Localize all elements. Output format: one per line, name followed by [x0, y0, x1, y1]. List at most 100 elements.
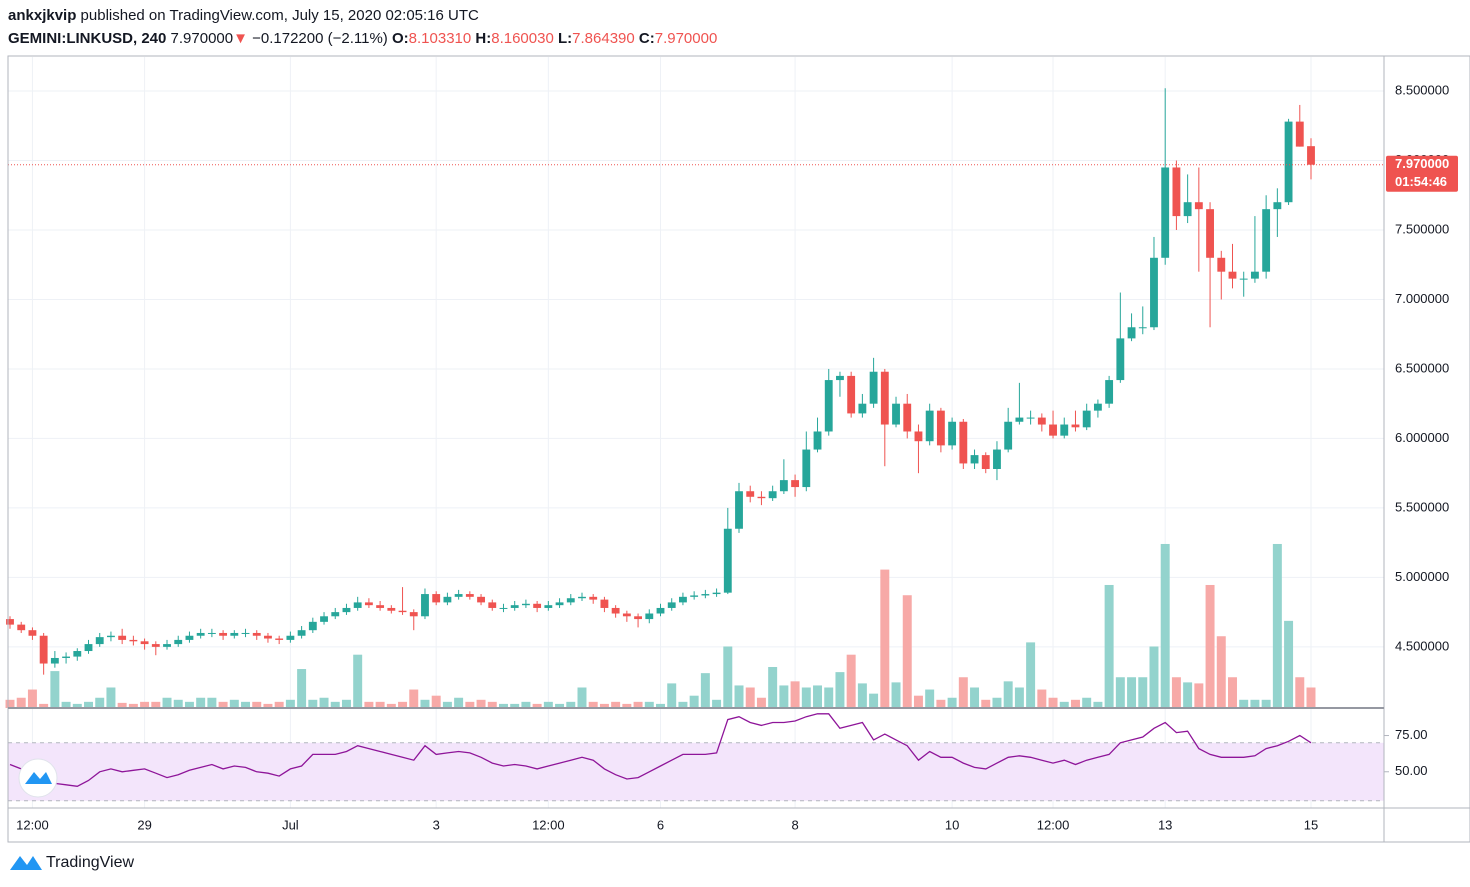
volume-bar: [644, 701, 654, 708]
h: 8.160030: [491, 30, 554, 47]
volume-bar: [207, 697, 217, 708]
volume-bar: [1261, 699, 1271, 708]
candle-body: [959, 421, 968, 464]
volume-bar: [779, 685, 789, 708]
candle-body: [1217, 257, 1226, 272]
y-tick-label: 8.500000: [1395, 82, 1449, 97]
volume-bar: [487, 701, 497, 708]
candle-body: [768, 491, 777, 499]
volume-bar: [902, 595, 912, 708]
candle-body: [118, 635, 127, 640]
volume-bar: [61, 701, 71, 708]
candle-body: [1307, 146, 1315, 165]
published: published on TradingView.com, July 15, 2…: [81, 7, 479, 24]
candle-body: [824, 380, 833, 432]
volume-bar: [1216, 636, 1226, 708]
volume-bar: [128, 703, 138, 708]
candle-body: [1004, 421, 1013, 450]
candle-body: [73, 651, 82, 657]
candle-body: [757, 496, 766, 499]
candle-body: [533, 603, 542, 608]
volume-bar: [1284, 620, 1294, 708]
volume-bar: [1014, 687, 1024, 708]
candle-body: [50, 657, 59, 664]
candle-body: [320, 616, 328, 622]
candle-body: [1015, 417, 1024, 422]
x-tick-label: 29: [137, 817, 151, 832]
y-tick-label: 7.000000: [1395, 291, 1449, 306]
volume-bar: [140, 701, 150, 708]
rsi-tick-label: 75.00: [1395, 727, 1428, 742]
volume-bar: [577, 687, 587, 708]
candle-body: [690, 595, 699, 597]
volume-bar: [330, 701, 340, 708]
y-tick-label: 6.000000: [1395, 430, 1449, 445]
change: −0.172200 (−2.11%): [252, 30, 388, 47]
x-tick-label: 13: [1158, 817, 1172, 832]
candle-body: [813, 431, 822, 450]
volume-bar: [801, 687, 811, 708]
candle-body: [712, 592, 721, 595]
candle-body: [510, 605, 519, 608]
candle-body: [95, 637, 104, 645]
candle-body: [869, 371, 878, 404]
candle-body: [207, 632, 216, 634]
candle-body: [376, 605, 385, 608]
x-tick-label: 8: [791, 817, 798, 832]
volume-bar: [510, 703, 520, 708]
x-tick-label: 6: [657, 817, 664, 832]
candle-body: [589, 596, 598, 600]
volume-bar: [1070, 699, 1080, 708]
x-tick-label: Jul: [282, 817, 299, 832]
volume-bar: [1306, 687, 1316, 708]
rsi-band: [8, 742, 1384, 801]
y-tick-label: 4.500000: [1395, 638, 1449, 653]
candle-body: [432, 594, 441, 603]
volume-bar: [1183, 682, 1193, 708]
x-tick-label: 10: [945, 817, 959, 832]
candle-body: [140, 641, 149, 645]
candle-body: [981, 455, 990, 469]
candle-body: [174, 639, 183, 645]
volume-bar: [285, 699, 295, 708]
candle-body: [308, 621, 317, 631]
countdown: 01:54:46: [1395, 174, 1447, 189]
volume-bar: [790, 681, 800, 708]
candle-body: [555, 602, 564, 606]
candle-body: [477, 596, 485, 603]
candle-body: [275, 638, 284, 640]
volume-bar: [263, 703, 273, 708]
candle-body: [679, 596, 687, 603]
c-label: C:: [639, 30, 655, 47]
candle-body: [151, 644, 160, 647]
candle-body: [219, 632, 228, 636]
candle-body: [936, 410, 945, 446]
candle-body: [1049, 424, 1057, 436]
candle-body: [1093, 403, 1102, 411]
y-tick-label: 5.000000: [1395, 569, 1449, 584]
candle-body: [39, 635, 48, 664]
candle-body: [331, 612, 340, 617]
volume-bar: [498, 703, 508, 708]
volume-bar: [700, 673, 710, 708]
symbol-line: GEMINI:LINKUSD, 240 7.970000▼ −0.172200 …: [8, 30, 717, 47]
candle-body: [1239, 278, 1248, 280]
volume-bar: [891, 682, 901, 708]
candle-body: [723, 528, 732, 593]
candle-body: [185, 635, 194, 640]
volume-bar: [622, 703, 632, 708]
candle-body: [17, 624, 26, 631]
volume-bar: [173, 699, 183, 708]
volume-bar: [566, 701, 576, 708]
volume-bar: [229, 699, 239, 708]
volume-bar: [95, 697, 105, 708]
volume-bar: [588, 701, 598, 708]
candle-body: [622, 613, 631, 617]
volume-bar: [375, 701, 385, 708]
candle-body: [421, 594, 429, 617]
candle-body: [241, 632, 250, 634]
volume-bar: [1250, 699, 1260, 708]
candle-body: [443, 596, 452, 603]
candle-body: [656, 607, 665, 614]
brand: TradingView: [46, 854, 134, 871]
